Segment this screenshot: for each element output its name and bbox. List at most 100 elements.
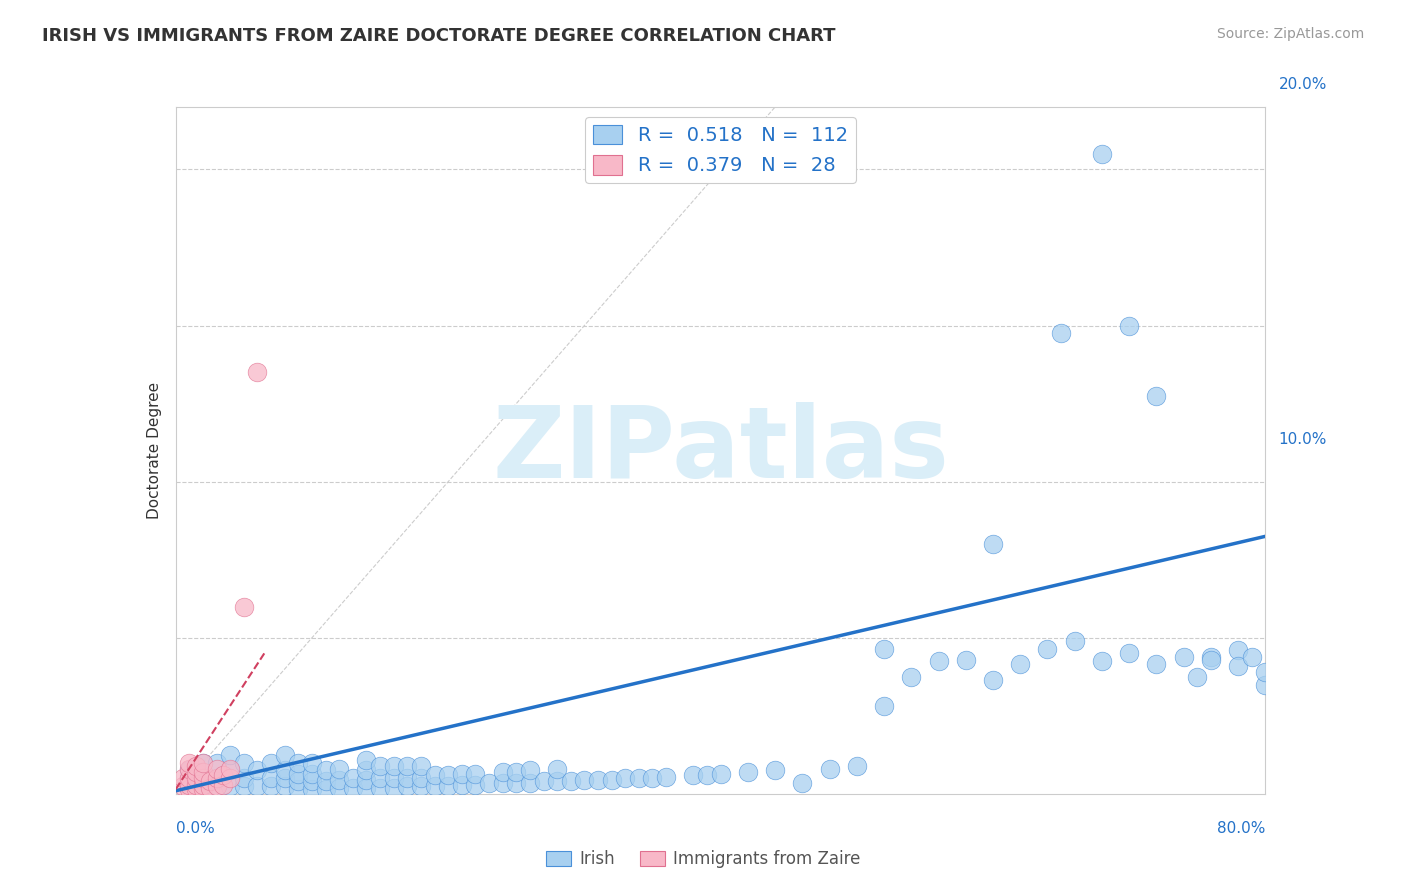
Point (1173, 649, 1195, 664)
Point (301, 766, 323, 780)
Point (274, 747, 297, 762)
Point (1199, 653, 1222, 667)
Point (505, 765, 527, 780)
Point (179, 771, 201, 786)
Point (212, 778, 235, 792)
Point (328, 772, 350, 787)
Point (792, 776, 814, 790)
Point (179, 782, 201, 797)
Point (409, 771, 432, 786)
Point (315, 764, 337, 778)
Point (205, 779, 228, 793)
Point (423, 768, 446, 782)
Point (219, 771, 242, 786)
Point (1199, 649, 1222, 664)
Point (423, 779, 446, 793)
Point (301, 774, 323, 789)
Point (981, 537, 1004, 551)
Point (682, 768, 704, 782)
Point (627, 771, 650, 786)
Point (1227, 643, 1250, 657)
Point (191, 765, 214, 780)
Point (574, 772, 596, 787)
Point (1240, 649, 1263, 664)
Point (205, 779, 228, 793)
Point (274, 771, 297, 786)
Point (219, 762, 242, 776)
Point (186, 765, 208, 780)
Point (955, 653, 977, 667)
Point (1118, 646, 1140, 660)
Point (287, 756, 309, 770)
Point (356, 772, 378, 787)
Point (546, 762, 568, 776)
Point (246, 764, 269, 778)
Point (1118, 318, 1140, 333)
Point (301, 782, 323, 797)
Point (191, 756, 214, 770)
Point (492, 765, 515, 780)
Point (186, 782, 208, 797)
Point (191, 756, 214, 770)
Point (232, 779, 254, 793)
Point (287, 782, 309, 797)
Point (382, 771, 405, 786)
Point (928, 654, 950, 668)
Point (342, 780, 364, 795)
Point (641, 771, 664, 786)
Point (396, 758, 419, 772)
Point (205, 756, 228, 770)
Point (1254, 665, 1277, 680)
Point (246, 779, 269, 793)
Point (900, 670, 922, 684)
Point (232, 599, 254, 614)
Point (1091, 654, 1114, 668)
Point (981, 673, 1004, 687)
Point (437, 779, 460, 793)
Point (818, 762, 841, 776)
Point (382, 780, 405, 795)
Text: IRISH VS IMMIGRANTS FROM ZAIRE DOCTORATE DEGREE CORRELATION CHART: IRISH VS IMMIGRANTS FROM ZAIRE DOCTORATE… (42, 27, 835, 45)
Point (396, 771, 419, 786)
Point (437, 768, 460, 782)
Y-axis label: Doctorate Degree: Doctorate Degree (146, 382, 162, 519)
Point (614, 771, 637, 786)
Point (382, 758, 405, 772)
Point (1063, 633, 1085, 648)
Point (356, 753, 378, 767)
Point (205, 771, 228, 786)
Point (533, 774, 555, 789)
Point (186, 778, 208, 792)
Text: 10.0%: 10.0% (1278, 432, 1327, 447)
Text: 80.0%: 80.0% (1218, 822, 1265, 837)
Point (287, 766, 309, 780)
Text: Source: ZipAtlas.com: Source: ZipAtlas.com (1216, 27, 1364, 41)
Point (191, 779, 214, 793)
Point (356, 780, 378, 795)
Point (205, 762, 228, 776)
Point (328, 762, 350, 776)
Point (172, 779, 194, 793)
Point (328, 780, 350, 795)
Point (1227, 658, 1250, 673)
Point (696, 768, 718, 782)
Point (873, 641, 896, 656)
Point (260, 756, 283, 770)
Point (212, 768, 235, 782)
Point (191, 778, 214, 792)
Point (1091, 146, 1114, 161)
Point (450, 778, 472, 792)
Legend: R =  0.518   N =  112, R =  0.379   N =  28: R = 0.518 N = 112, R = 0.379 N = 28 (585, 117, 856, 183)
Point (368, 758, 391, 772)
Point (260, 771, 283, 786)
Point (315, 782, 337, 797)
Legend: Irish, Immigrants from Zaire: Irish, Immigrants from Zaire (538, 844, 868, 875)
Text: ZIPatlas: ZIPatlas (492, 402, 949, 499)
Point (1036, 641, 1059, 656)
Point (186, 771, 208, 786)
Point (191, 771, 214, 786)
Point (546, 774, 568, 789)
Point (205, 771, 228, 786)
Point (655, 770, 678, 784)
Point (560, 774, 582, 789)
